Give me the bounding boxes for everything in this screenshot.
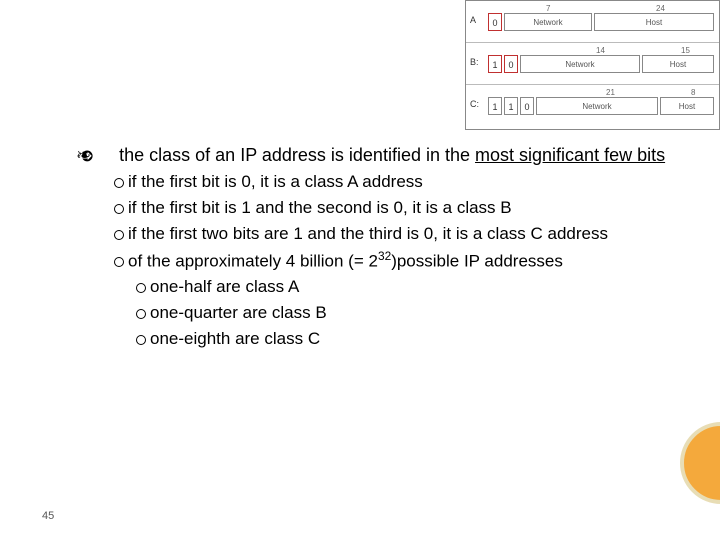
topnum-a-2: 24: [656, 4, 665, 13]
topnum-b-2: 15: [681, 46, 690, 55]
bit-c-0: 1: [488, 97, 502, 115]
ring-icon: [136, 335, 146, 345]
bullet-glyph: ➲: [96, 143, 114, 168]
topnum-c-2: 8: [691, 88, 695, 97]
bit-a-0: 0: [488, 13, 502, 31]
l1-text-underlined: most significant few bits: [475, 145, 665, 165]
bullet-l2-item: if the first bit is 0, it is a class A a…: [76, 170, 676, 194]
slide-content: ➲ the class of an IP address is identifi…: [76, 143, 676, 350]
ring-icon: [136, 309, 146, 319]
ip-class-diagram: A 7 24 0 Network Host B: 14 15 1 0 Netwo…: [465, 0, 720, 130]
ring-icon: [114, 178, 124, 188]
l2-billion-suffix: )possible IP addresses: [391, 251, 563, 270]
topnum-b-1: 14: [596, 46, 605, 55]
diagram-row-b: B: 14 15 1 0 Network Host: [466, 43, 719, 85]
bullet-l3-item: one-half are class A: [76, 275, 676, 299]
topnum-c-1: 21: [606, 88, 615, 97]
l2-text-2: if the first two bits are 1 and the thir…: [128, 224, 608, 243]
bit-b-0: 1: [488, 55, 502, 73]
bullet-l3-item: one-quarter are class B: [76, 301, 676, 325]
bullet-l2-item: of the approximately 4 billion (= 232)po…: [76, 248, 676, 273]
bullet-l2-item: if the first two bits are 1 and the thir…: [76, 222, 676, 246]
slide-decoration-circle: [680, 422, 720, 504]
bullet-l2-item: if the first bit is 1 and the second is …: [76, 196, 676, 220]
l2-billion-sup: 32: [378, 249, 391, 263]
l3-text-0: one-half are class A: [150, 277, 299, 296]
bullet-l3-item: one-eighth are class C: [76, 327, 676, 351]
class-label-a: A: [470, 15, 476, 25]
l3-text-1: one-quarter are class B: [150, 303, 327, 322]
l2-billion-prefix: of the approximately 4 billion (= 2: [128, 251, 378, 270]
ring-icon: [114, 257, 124, 267]
seg-c-host: Host: [660, 97, 714, 115]
topnum-a-1: 7: [546, 4, 550, 13]
l1-text-prefix: the class of an IP address is identified…: [119, 145, 475, 165]
seg-b-host: Host: [642, 55, 714, 73]
seg-b-network: Network: [520, 55, 640, 73]
bullet-level1: ➲ the class of an IP address is identifi…: [76, 143, 676, 168]
seg-c-network: Network: [536, 97, 658, 115]
l3-text-2: one-eighth are class C: [150, 329, 320, 348]
bit-b-1: 0: [504, 55, 518, 73]
ring-icon: [136, 283, 146, 293]
bit-c-2: 0: [520, 97, 534, 115]
class-label-b: B:: [470, 57, 479, 67]
class-label-c: C:: [470, 99, 479, 109]
ring-icon: [114, 204, 124, 214]
seg-a-host: Host: [594, 13, 714, 31]
seg-a-network: Network: [504, 13, 592, 31]
page-number: 45: [42, 510, 54, 522]
ring-icon: [114, 230, 124, 240]
l2-text-1: if the first bit is 1 and the second is …: [128, 198, 512, 217]
bit-c-1: 1: [504, 97, 518, 115]
diagram-row-a: A 7 24 0 Network Host: [466, 1, 719, 43]
diagram-row-c: C: 21 8 1 1 0 Network Host: [466, 85, 719, 127]
l2-text-0: if the first bit is 0, it is a class A a…: [128, 172, 423, 191]
